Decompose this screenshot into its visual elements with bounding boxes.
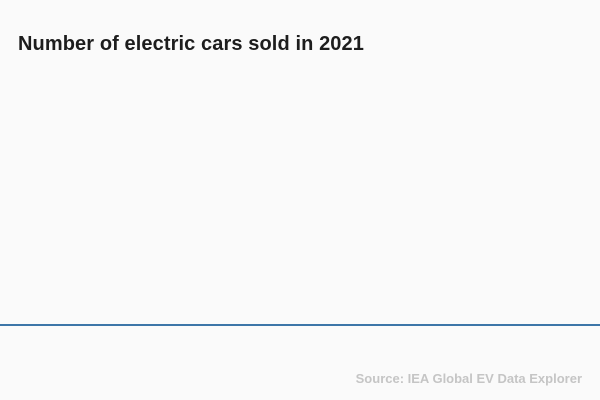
source-credit: Source: IEA Global EV Data Explorer: [355, 371, 582, 386]
x-axis-line: [0, 324, 600, 326]
chart-title: Number of electric cars sold in 2021: [18, 33, 364, 55]
plot-area: [0, 66, 600, 324]
